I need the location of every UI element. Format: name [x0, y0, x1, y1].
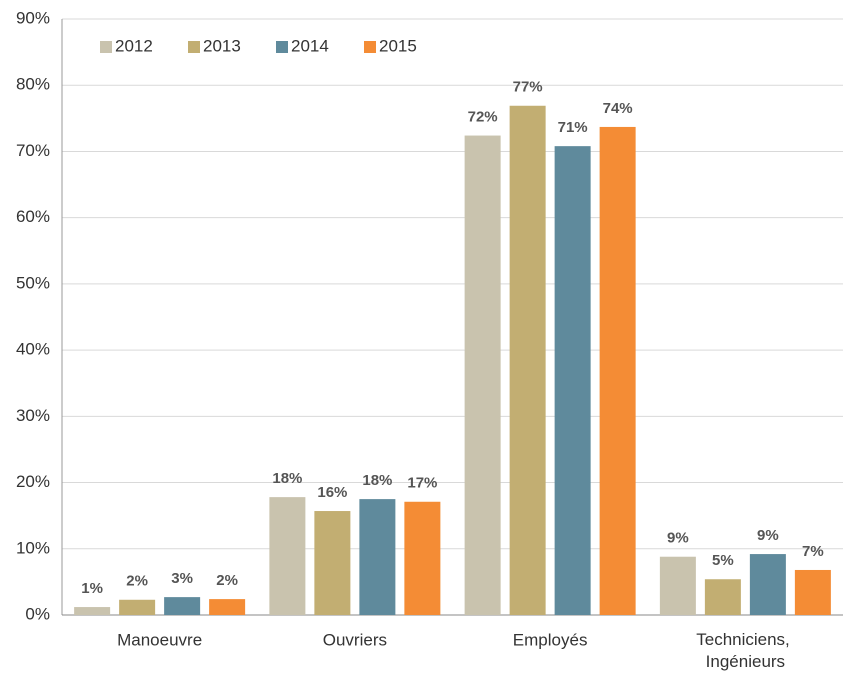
legend-swatch	[100, 41, 112, 53]
legend-label: 2014	[291, 36, 329, 55]
y-tick-label: 30%	[16, 406, 50, 425]
bar	[509, 105, 546, 616]
bar	[599, 126, 636, 615]
x-tick-label: Techniciens, Ingénieurs	[696, 630, 794, 671]
legend-swatch	[364, 41, 376, 53]
bar	[74, 607, 111, 615]
legend-swatch	[188, 41, 200, 53]
x-tick-label: Manoeuvre	[117, 630, 202, 649]
bar	[464, 135, 501, 615]
value-label: 2%	[126, 573, 148, 590]
y-tick-label: 0%	[25, 604, 50, 623]
value-label: 71%	[558, 119, 588, 136]
bar	[554, 146, 591, 615]
bar	[659, 556, 696, 615]
legend-label: 2015	[379, 36, 417, 55]
bar	[359, 499, 396, 615]
bar	[164, 597, 201, 615]
y-tick-label: 50%	[16, 273, 50, 292]
legend-swatch	[276, 41, 288, 53]
value-label: 72%	[468, 109, 498, 126]
bar	[314, 511, 351, 615]
x-tick-label-line: Ingénieurs	[706, 652, 785, 671]
legend-label: 2013	[203, 36, 241, 55]
y-tick-label: 80%	[16, 75, 50, 94]
bar	[404, 501, 441, 615]
value-label: 74%	[603, 100, 633, 117]
value-label: 1%	[81, 580, 103, 597]
value-label: 9%	[667, 530, 689, 547]
value-label: 7%	[802, 543, 824, 560]
x-tick-label-line: Techniciens,	[696, 630, 794, 649]
x-tick-label: Employés	[513, 630, 588, 649]
y-tick-label: 20%	[16, 472, 50, 491]
bar	[119, 599, 156, 615]
y-tick-label: 60%	[16, 207, 50, 226]
bar	[704, 579, 741, 615]
value-label: 18%	[272, 470, 302, 487]
value-label: 5%	[712, 552, 734, 569]
x-tick-label: Ouvriers	[323, 630, 387, 649]
value-label: 2%	[216, 572, 238, 589]
legend-label: 2012	[115, 36, 153, 55]
y-tick-label: 40%	[16, 340, 50, 359]
y-tick-label: 10%	[16, 538, 50, 557]
value-label: 16%	[317, 484, 347, 501]
value-label: 9%	[757, 527, 779, 544]
value-label: 17%	[407, 475, 437, 492]
value-label: 18%	[362, 472, 392, 489]
y-tick-label: 90%	[16, 8, 50, 27]
bar	[794, 569, 831, 615]
bar	[269, 497, 306, 615]
bar	[209, 599, 246, 615]
y-tick-label: 70%	[16, 141, 50, 160]
value-label: 3%	[171, 570, 193, 587]
value-label: 77%	[513, 79, 543, 96]
bar	[749, 554, 786, 615]
